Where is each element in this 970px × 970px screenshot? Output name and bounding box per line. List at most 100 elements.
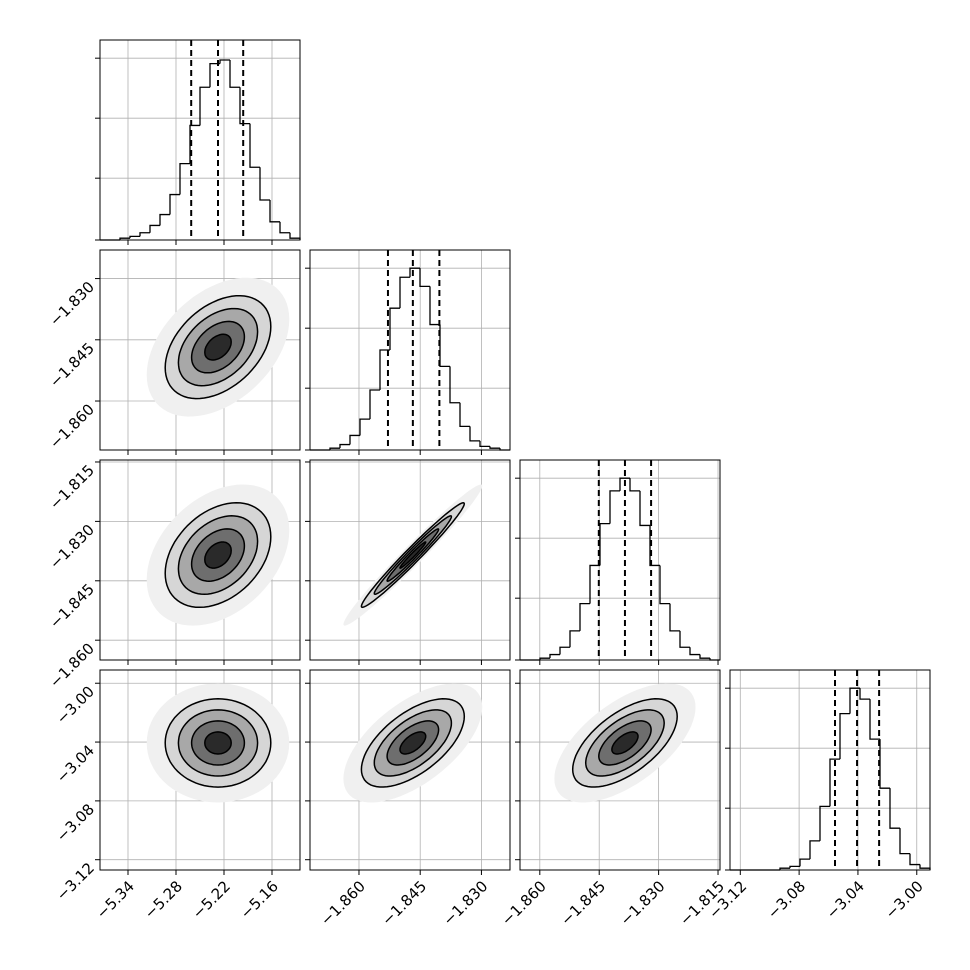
panel-frame (519, 669, 721, 871)
density (204, 731, 232, 754)
y-tick-label: −1.845 (46, 339, 98, 391)
histogram-step (169, 193, 180, 215)
x-tick-label: −1.860 (317, 877, 369, 929)
panel-frame (309, 669, 511, 871)
histogram-step (399, 276, 410, 309)
contour (190, 528, 246, 582)
histogram-step (139, 232, 150, 237)
histogram-step (419, 268, 430, 288)
histogram-step (239, 87, 250, 125)
histogram-step (659, 565, 670, 605)
histogram-step (829, 758, 840, 807)
x-tick-label: −3.04 (823, 877, 868, 922)
contour (571, 698, 678, 788)
histogram-step (899, 828, 910, 855)
histogram-step (779, 867, 790, 870)
histogram-step (249, 123, 260, 168)
panel-frame (99, 39, 301, 241)
histogram-step (679, 630, 690, 648)
histogram-step (669, 603, 680, 632)
y-tick-label: −1.830 (46, 521, 98, 573)
y-tick-label: −1.860 (46, 400, 98, 452)
histogram-step (409, 267, 420, 278)
x-tick-label: −5.22 (189, 877, 234, 922)
y-tick-label: −1.830 (46, 278, 98, 330)
histogram-step (479, 440, 490, 448)
contour (164, 502, 272, 609)
histogram-step (539, 657, 550, 660)
histogram-step (179, 162, 190, 195)
histogram-step (839, 712, 850, 760)
histogram-step (229, 60, 240, 88)
histogram-step (909, 853, 920, 866)
histogram-step (599, 522, 610, 566)
histogram-step (279, 221, 290, 234)
contour (204, 541, 232, 569)
contour (386, 528, 440, 582)
y-tick-label: −1.815 (46, 461, 98, 513)
histogram-step (689, 647, 700, 656)
histogram-step (819, 805, 830, 841)
contour (373, 709, 453, 777)
histogram-step (789, 865, 800, 869)
histogram-step (889, 788, 900, 829)
histogram-step (639, 490, 650, 527)
histogram-step (809, 840, 820, 860)
histogram-step (209, 62, 220, 88)
contour (204, 333, 232, 361)
contour (190, 720, 246, 766)
contour (177, 515, 259, 596)
panel-frame (519, 459, 721, 661)
panel-frame (99, 459, 301, 661)
contour (611, 731, 639, 755)
histogram-step (369, 389, 380, 420)
panel-frame (729, 669, 931, 871)
histogram-step (919, 864, 931, 870)
histogram-step (159, 213, 170, 226)
contour (164, 294, 272, 400)
histogram-step (489, 446, 500, 449)
contour (360, 502, 466, 609)
contour (598, 720, 652, 766)
contour (584, 709, 665, 777)
histogram-step (359, 418, 370, 436)
density (400, 731, 426, 754)
histogram-step (649, 525, 660, 567)
histogram-step (269, 200, 280, 223)
histogram-step (569, 630, 580, 648)
histogram-step (189, 124, 200, 164)
contour (177, 709, 259, 777)
density (611, 731, 638, 754)
histogram-step (849, 687, 860, 714)
histogram-step (449, 366, 460, 404)
histogram-step (199, 86, 210, 126)
contour (164, 698, 272, 788)
histogram-step (859, 688, 870, 700)
histogram-step (379, 349, 390, 390)
histogram-step (389, 307, 400, 350)
x-tick-label: −1.845 (557, 877, 609, 929)
histogram-step (439, 324, 450, 368)
contour (373, 515, 453, 595)
y-tick-label: −1.845 (46, 580, 98, 632)
contour (177, 307, 259, 387)
histogram-step (879, 739, 890, 789)
histogram-step (589, 564, 600, 604)
x-tick-label: −3.08 (764, 877, 809, 922)
histogram-step (349, 434, 360, 445)
histogram-step (219, 59, 230, 64)
y-tick-label: −3.08 (53, 800, 98, 845)
histogram-step (119, 237, 130, 240)
histogram-step (129, 235, 140, 239)
density (204, 542, 232, 569)
contour (386, 720, 440, 766)
y-tick-label: −1.860 (46, 639, 98, 691)
contour (399, 731, 427, 755)
panel-frame (309, 249, 511, 451)
histogram-step (619, 477, 630, 491)
histogram-step (549, 653, 560, 659)
histogram-step (329, 447, 340, 450)
panel-frame (99, 249, 301, 451)
